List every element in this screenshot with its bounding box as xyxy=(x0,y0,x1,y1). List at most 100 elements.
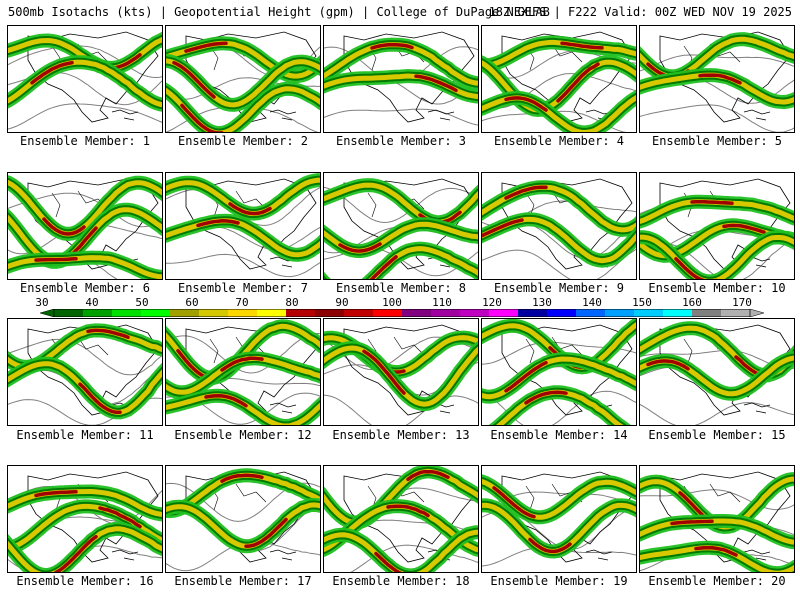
colorbar-tick-label: 140 xyxy=(582,296,602,309)
jet-core xyxy=(524,390,568,405)
colorbar-segment xyxy=(460,309,490,317)
jet-stream-map xyxy=(8,323,162,425)
jet-stream-map xyxy=(482,471,636,567)
colorbar-segment xyxy=(54,309,84,317)
colorbar-segment xyxy=(721,309,751,317)
ensemble-map-panel xyxy=(7,172,163,280)
jet-core xyxy=(560,41,604,50)
jet-band-inner xyxy=(324,529,478,572)
jet-core xyxy=(386,504,430,518)
ensemble-member-label: Ensemble Member: 13 xyxy=(332,428,470,442)
jet-core xyxy=(220,356,264,372)
jet-band-inner xyxy=(324,246,478,279)
ensemble-map-panel xyxy=(639,465,795,573)
colorbar-segment xyxy=(83,309,113,317)
colorbar-tick-label: 170 xyxy=(732,296,752,309)
colorbar-segment xyxy=(170,309,200,317)
colorbar-segment xyxy=(112,309,142,317)
ensemble-map-panel xyxy=(323,25,479,133)
colorbar-segment xyxy=(315,309,345,317)
ensemble-member-label: Ensemble Member: 2 xyxy=(177,134,309,148)
ensemble-map-panel xyxy=(639,172,795,280)
height-contour xyxy=(324,108,478,126)
ensemble-member-label: Ensemble Member: 11 xyxy=(16,428,154,442)
height-contour xyxy=(640,54,794,72)
ensemble-map-panel xyxy=(165,318,321,426)
colorbar-segment xyxy=(518,309,548,317)
height-contour xyxy=(482,248,636,279)
jet-core xyxy=(370,42,414,50)
colorbar-segment xyxy=(489,309,519,317)
ensemble-map-panel xyxy=(165,25,321,133)
height-contour xyxy=(640,489,794,511)
caribbean-islands xyxy=(111,549,139,561)
coastline xyxy=(343,324,475,416)
ensemble-member-label: Ensemble Member: 10 xyxy=(648,281,786,295)
colorbar-tick-label: 40 xyxy=(85,296,99,309)
jet-core xyxy=(492,486,536,519)
colorbar-segment xyxy=(344,309,374,317)
jet-core xyxy=(556,62,600,103)
jet-core xyxy=(690,200,734,206)
jet-core xyxy=(338,242,382,253)
jet-core xyxy=(78,382,122,415)
jet-core xyxy=(646,359,690,371)
jet-core xyxy=(362,349,406,395)
ensemble-map-panel xyxy=(481,465,637,573)
caribbean-islands xyxy=(743,402,771,414)
caribbean-islands xyxy=(269,109,297,121)
coastline xyxy=(659,178,791,270)
jet-band-inner xyxy=(8,255,162,279)
colorbar-tick-label: 90 xyxy=(335,296,349,309)
ensemble-member-label: Ensemble Member: 20 xyxy=(648,574,786,588)
ensemble-map-panel xyxy=(7,318,163,426)
colorbar-segment xyxy=(576,309,606,317)
ensemble-map-panel xyxy=(639,318,795,426)
jet-core xyxy=(670,519,714,526)
colorbar-labels: 30 40 50 60 70 80 90 100 110 120 130 140 150 160 170 xyxy=(0,296,800,310)
colorbar-tick-label: 120 xyxy=(482,296,502,309)
ensemble-map-panel xyxy=(165,172,321,280)
jet-core xyxy=(180,103,224,132)
ensemble-map-panel xyxy=(639,25,795,133)
jet-core xyxy=(98,506,142,529)
colorbar-segment xyxy=(663,309,693,317)
jet-core xyxy=(34,256,78,262)
coastline xyxy=(27,31,159,123)
ensemble-member-label: Ensemble Member: 9 xyxy=(493,281,625,295)
ensemble-map-panel xyxy=(323,172,479,280)
colorbar-segment xyxy=(634,309,664,317)
colorbar-segment xyxy=(373,309,403,317)
caribbean-islands xyxy=(427,109,455,121)
jet-stream-map xyxy=(324,31,478,126)
ensemble-member-label: Ensemble Member: 19 xyxy=(490,574,628,588)
ensemble-member-label: Ensemble Member: 3 xyxy=(335,134,467,148)
colorbar-tick-label: 60 xyxy=(185,296,199,309)
state-borders xyxy=(525,336,583,364)
map-header: 500mb Isotachs (kts) | Geopotential Heig… xyxy=(4,3,796,21)
jet-stream-map xyxy=(324,324,478,425)
colorbar-segment xyxy=(286,309,316,317)
ensemble-member-label: Ensemble Member: 18 xyxy=(332,574,470,588)
jet-core xyxy=(220,473,264,483)
ensemble-map-panel xyxy=(481,25,637,133)
colorbar-tick-label: 70 xyxy=(235,296,249,309)
ensemble-member-label: Ensemble Member: 8 xyxy=(335,281,467,295)
colorbar-tick-label: 30 xyxy=(35,296,49,309)
header-title: 500mb Isotachs (kts) | Geopotential Heig… xyxy=(8,5,550,19)
colorbar-segment xyxy=(431,309,461,317)
isotach-colorbar xyxy=(40,309,764,317)
jet-core xyxy=(674,257,717,279)
caribbean-islands xyxy=(743,109,771,121)
colorbar-segment xyxy=(257,309,287,317)
jet-core xyxy=(414,74,458,93)
jet-core xyxy=(228,202,272,216)
jet-band-inner xyxy=(640,518,794,545)
colorbar-tick-label: 130 xyxy=(532,296,552,309)
height-contour xyxy=(324,394,478,425)
jet-core xyxy=(34,490,78,498)
height-contour xyxy=(8,103,162,130)
jet-core xyxy=(244,517,288,548)
jet-band-inner xyxy=(8,489,162,517)
height-contour xyxy=(482,110,627,132)
